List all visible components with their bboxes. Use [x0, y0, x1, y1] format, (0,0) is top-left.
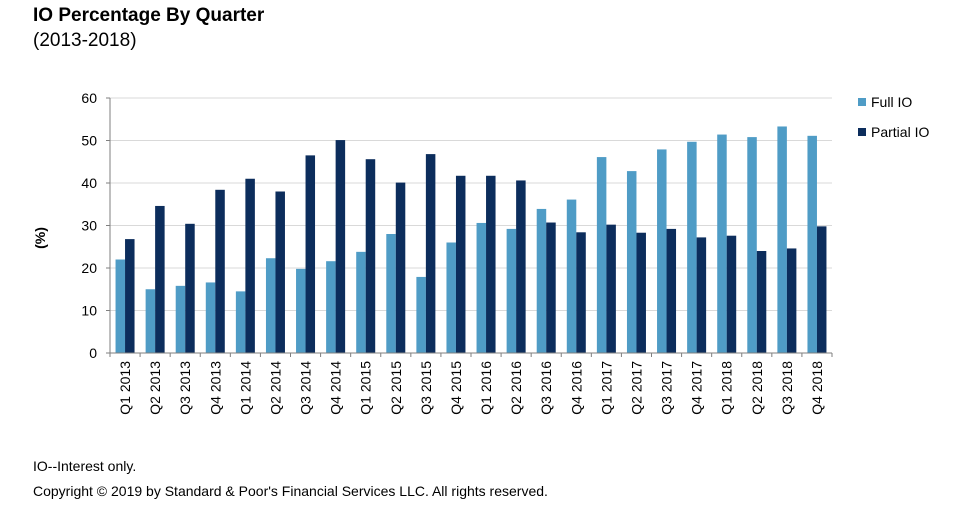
x-tick-label: Q2 2014 — [267, 361, 283, 415]
bar-full-io — [747, 137, 757, 353]
bar-partial-io — [395, 182, 406, 353]
y-tick-label: 20 — [81, 260, 97, 276]
bar-full-io — [356, 251, 366, 353]
x-tick-label: Q4 2013 — [207, 361, 223, 415]
bar-partial-io — [365, 159, 376, 353]
bar-full-io — [386, 234, 396, 353]
x-tick-label: Q3 2017 — [659, 361, 675, 415]
bar-partial-io — [335, 140, 346, 353]
chart-title: IO Percentage By Quarter — [33, 5, 265, 26]
x-tick-label: Q4 2014 — [328, 361, 344, 415]
bar-partial-io — [666, 228, 677, 353]
y-tick-label: 40 — [81, 175, 97, 191]
bar-partial-io — [486, 175, 496, 353]
bar-full-io — [807, 135, 817, 353]
bar-full-io — [626, 171, 637, 353]
legend-label: Partial IO — [871, 124, 929, 140]
y-tick-label: 50 — [81, 133, 97, 149]
x-tick-label: Q2 2013 — [147, 361, 163, 415]
bar-partial-io — [756, 251, 767, 353]
x-tick-label: Q1 2018 — [719, 361, 735, 415]
bar-full-io — [506, 228, 517, 353]
bar-full-io — [687, 141, 697, 353]
bar-partial-io — [245, 178, 255, 353]
bar-full-io — [657, 149, 667, 353]
bar-full-io — [446, 242, 456, 353]
footnote: IO--Interest only. — [33, 458, 137, 474]
bar-partial-io — [125, 239, 135, 353]
legend: Full IO Partial IO — [858, 94, 929, 140]
x-tick-label: Q2 2018 — [749, 361, 765, 415]
axes — [106, 97, 833, 357]
bar-partial-io — [185, 223, 195, 353]
bar-full-io — [596, 157, 607, 353]
y-tick-label: 60 — [81, 90, 97, 106]
x-tick-label: Q3 2014 — [298, 361, 314, 415]
x-tick-label: Q2 2017 — [628, 361, 644, 415]
x-tick-label: Q3 2013 — [177, 361, 193, 415]
bar-partial-io — [455, 175, 466, 353]
x-tick-label: Q3 2018 — [779, 361, 795, 415]
x-tick-label: Q1 2015 — [358, 361, 374, 415]
y-tick-label: 0 — [89, 345, 97, 361]
bar-full-io — [296, 268, 306, 353]
y-tick-label: 10 — [81, 303, 97, 319]
bar-full-io — [235, 291, 246, 353]
bar-partial-io — [696, 237, 707, 353]
x-tick-label: Q1 2014 — [237, 361, 253, 415]
y-tick-labels: 0 10 20 30 40 50 60 — [81, 90, 97, 361]
x-tick-label: Q1 2016 — [478, 361, 494, 415]
x-tick-label: Q4 2016 — [568, 361, 584, 415]
bar-full-io — [416, 276, 426, 353]
bar-partial-io — [305, 155, 316, 353]
x-tick-label: Q2 2015 — [388, 361, 404, 415]
bar-full-io — [205, 282, 216, 353]
bar-partial-io — [636, 232, 646, 353]
chart-subtitle: (2013-2018) — [33, 30, 137, 51]
bar-full-io — [777, 126, 787, 353]
bar-partial-io — [215, 189, 225, 353]
copyright: Copyright © 2019 by Standard & Poor's Fi… — [33, 483, 548, 499]
bar-partial-io — [425, 154, 436, 353]
x-tick-label: Q4 2015 — [448, 361, 464, 415]
legend-swatch — [858, 98, 866, 106]
bar-partial-io — [516, 180, 526, 353]
bar-full-io — [265, 258, 276, 353]
bar-full-io — [717, 134, 727, 353]
y-tick-label: 30 — [81, 218, 97, 234]
y-axis-label: (%) — [32, 227, 48, 249]
bar-full-io — [536, 208, 547, 353]
gridlines — [110, 97, 832, 311]
x-tick-label: Q4 2017 — [689, 361, 705, 415]
bar-partial-io — [726, 235, 737, 353]
bar-partial-io — [155, 205, 165, 353]
bar-partial-io — [816, 226, 827, 353]
bar-partial-io — [546, 222, 556, 353]
x-tick-label: Q2 2016 — [508, 361, 524, 415]
bar-full-io — [115, 259, 126, 353]
bar-partial-io — [786, 248, 797, 353]
bar-full-io — [476, 222, 487, 353]
bar-full-io — [145, 289, 156, 353]
bar-partial-io — [576, 232, 586, 353]
x-tick-label: Q4 2018 — [809, 361, 825, 415]
legend-label: Full IO — [871, 94, 912, 110]
x-tick-label: Q1 2017 — [598, 361, 614, 415]
x-tick-label: Q3 2015 — [418, 361, 434, 415]
bar-full-io — [326, 261, 336, 353]
bars — [115, 126, 827, 353]
x-tick-label: Q1 2013 — [117, 361, 133, 415]
bar-full-io — [566, 199, 577, 353]
x-tick-labels: Q1 2013 Q2 2013 Q3 2013 Q4 2013 Q1 2014 Q2 20… — [117, 361, 825, 415]
bar-full-io — [175, 285, 186, 353]
x-tick-label: Q3 2016 — [538, 361, 554, 415]
bar-partial-io — [275, 191, 285, 353]
legend-swatch — [858, 128, 866, 136]
bar-partial-io — [606, 224, 616, 353]
